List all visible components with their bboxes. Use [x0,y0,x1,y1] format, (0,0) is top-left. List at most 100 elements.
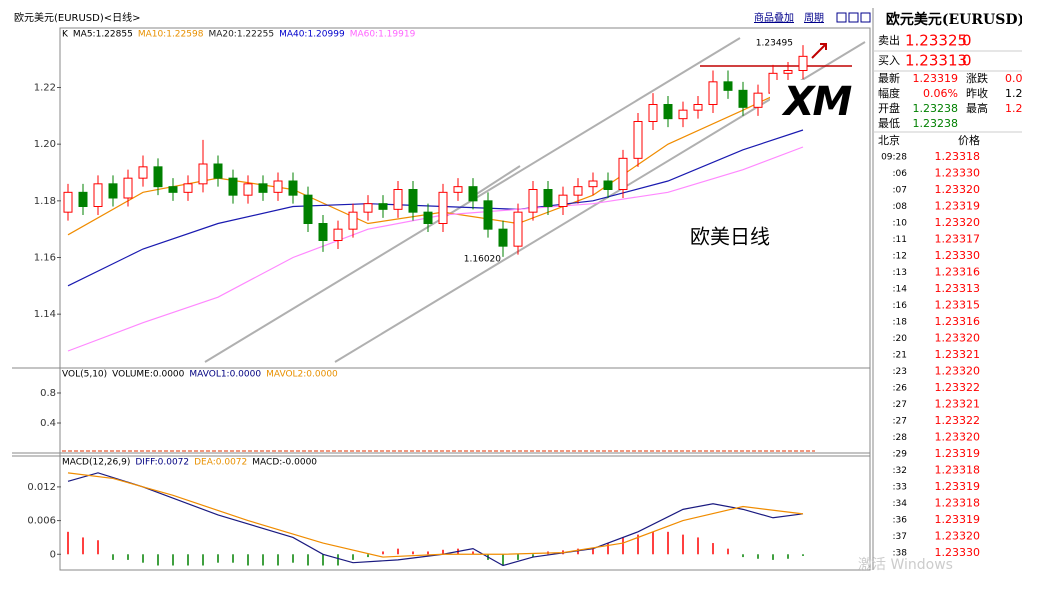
stat-value: 1.2 [1005,87,1023,100]
tick-price: 1.23319 [935,513,981,526]
candle-body [798,55,808,71]
candle-body [198,163,208,185]
tick-price: 1.23320 [935,530,981,543]
legend-entry: MACD:-0.0000 [252,458,317,468]
quote-price: 1.23325 [905,32,967,50]
tick-time: :16 [893,301,908,311]
legend-entry: MAVOL1:0.0000 [189,370,261,380]
candle-body [618,157,628,190]
candle-body [528,189,538,213]
tick-price: 1.23322 [935,381,981,394]
candle-body [438,191,448,224]
tick-price: 1.23319 [935,447,981,460]
y-tick-label: 1.14 [34,309,56,320]
indicator-line [67,472,804,558]
legend-entry: MA5:1.22855 [73,30,133,40]
tick-price: 1.23320 [935,216,981,229]
y-tick-label: 0.006 [27,516,56,527]
tick-price: 1.23319 [935,480,981,493]
candle-body [153,166,163,188]
candle-body [558,194,568,208]
y-tick-label: 1.20 [34,139,56,150]
candle-body [468,186,478,202]
tick-price: 1.23315 [935,299,981,312]
quote-size: 0 [962,52,972,70]
legend-entry: K [62,30,69,40]
tick-time: :38 [893,549,908,559]
candle-body [183,183,193,193]
candle-body [603,180,613,190]
candle-body [513,211,523,247]
legend-entry: MA40:1.20999 [279,30,345,40]
stat-label: 涨跌 [966,71,988,85]
candle-body [633,121,643,159]
stat-label: 最高 [966,101,988,115]
tick-time: :33 [893,483,907,493]
tick-time: :23 [893,367,907,377]
tick-time: :08 [893,202,908,212]
quote-label: 卖出 [878,33,900,47]
toolbar-icons[interactable] [836,12,871,23]
tick-time: :27 [893,400,907,410]
candle-body [678,109,688,120]
tick-price: 1.23321 [935,348,981,361]
chart-frame [59,27,871,571]
tick-price: 1.23320 [935,365,981,378]
low-annotation: 1.16020 [464,254,501,264]
legend-entry: DEA:0.0072 [194,458,247,468]
candle-body [138,166,148,179]
tick-time: :26 [893,384,908,394]
legend-entry: DIFF:0.0072 [135,458,189,468]
candle-body [498,228,508,247]
legend-entry: MA10:1.22598 [138,30,204,40]
tick-time: :21 [893,351,907,361]
candle-body [753,92,763,108]
legend-entry: MAVOL2:0.0000 [266,370,338,380]
candle-body [78,191,88,207]
candle-body [423,211,433,225]
tick-time: :34 [893,499,908,509]
tick-time: :12 [893,252,907,262]
stat-value: 0.0 [1005,72,1023,85]
stat-value: 1.23238 [913,102,959,115]
legend-entry: VOLUME:0.0000 [112,370,184,380]
link[interactable]: 周期 [804,12,824,24]
quote-price: 1.23313 [905,52,967,70]
y-tick-label: 0.4 [40,418,56,429]
candle-body [783,70,793,74]
candle-body [288,180,298,196]
candle-body [708,81,718,106]
logo: XM [781,79,852,125]
stat-label: 幅度 [878,86,900,100]
tick-price: 1.23319 [935,200,981,213]
candle-body [108,183,118,199]
candle-body [723,81,733,91]
stat-value: 0.06% [923,87,958,100]
tick-time: :18 [893,318,908,328]
quote-title: 欧元美元(EURUSD) [886,11,1024,28]
legend-entry: MACD(12,26,9) [62,458,130,468]
overlay-text: 欧美日线 [690,225,770,249]
y-tick-label: 1.16 [34,253,56,264]
stat-value: 1.23238 [913,117,959,130]
candle-body [318,223,328,241]
window-title: 欧元美元(EURUSD)<日线> [14,11,141,24]
candle-body [213,163,223,179]
candle-body [93,183,103,207]
candle-body [228,177,238,196]
stat-label: 昨收 [966,86,988,100]
legend-entry: MA20:1.22255 [208,30,274,40]
candle-body [648,104,658,122]
y-tick-label: 1.18 [34,196,56,207]
candle-body [393,189,403,210]
tick-price: 1.23320 [935,332,981,345]
legend-entry: VOL(5,10) [62,370,107,380]
tick-time: :13 [893,268,907,278]
candle-body [273,180,283,193]
tick-time: :36 [893,516,908,526]
tick-price: 1.23330 [935,546,981,559]
link[interactable]: 商品叠加 [754,11,794,24]
tick-time: :27 [893,417,907,427]
tick-price: 1.23313 [935,282,981,295]
candle-body [408,189,418,213]
